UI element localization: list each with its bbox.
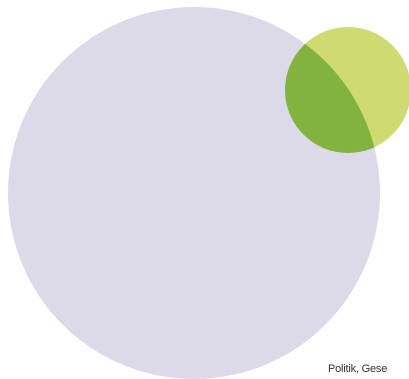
diagram-caption: Politik, Gese xyxy=(328,363,388,375)
